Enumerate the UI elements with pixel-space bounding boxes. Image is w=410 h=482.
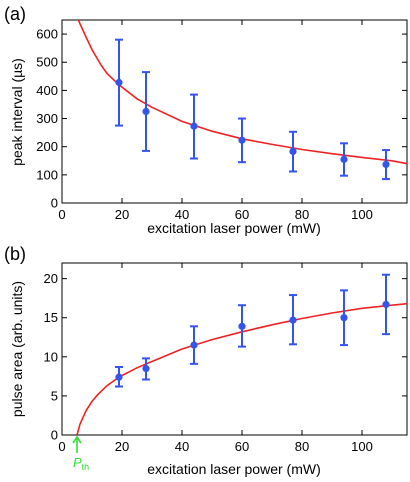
data-point	[142, 107, 150, 116]
data-point	[190, 341, 198, 349]
data-point	[142, 364, 150, 373]
x-tick-label: 80	[295, 207, 309, 222]
x-tick-label: 40	[175, 439, 189, 454]
panel-a-x-axis-title: excitation laser power (mW)	[147, 220, 321, 236]
y-tick-label: 100	[36, 167, 58, 182]
y-tick-label: 5	[51, 388, 58, 403]
panel-a-y-axis-title: peak interval (µs)	[9, 58, 25, 166]
x-tick-label: 100	[351, 439, 373, 454]
panel-b-y-axis-title: pulse area (arb. units)	[9, 281, 25, 417]
panel-a-ticks: 0 20 40 60 80 100 0 100 200 300 400 500 600	[36, 20, 407, 222]
data-point	[382, 160, 390, 169]
x-tick-label: 60	[235, 207, 249, 222]
pth-label-main: P	[73, 455, 82, 470]
x-tick-label: 40	[175, 207, 189, 222]
panel-b-ticks: 0 20 40 60 80 100 0 5 10 15 20	[44, 263, 407, 454]
panel-a-points	[115, 38, 390, 181]
fit-curve	[77, 20, 407, 165]
data-point	[115, 373, 123, 381]
x-tick-label: 20	[115, 439, 129, 454]
fit-curve	[76, 302, 407, 435]
panel-a-plot-frame	[61, 19, 408, 204]
y-tick-label: 300	[36, 111, 58, 126]
data-point	[115, 78, 123, 87]
y-tick-label: 400	[36, 83, 58, 98]
panel-b-fit	[76, 302, 407, 435]
y-tick-label: 10	[44, 349, 58, 364]
panel-a: (a) 0 20 40 60 80 100 0 100 200 300 400 500 600 exci…	[4, 4, 408, 236]
panel-b-x-axis-title: excitation laser power (mW)	[147, 461, 321, 477]
x-tick-label: 0	[58, 439, 65, 454]
data-point	[382, 300, 390, 309]
pth-arrow-head	[72, 435, 82, 444]
y-tick-label: 500	[36, 55, 58, 70]
panel-b-plot-frame	[61, 262, 408, 436]
y-tick-label: 0	[51, 428, 58, 443]
pth-label: Pth	[73, 455, 89, 472]
x-tick-label: 80	[295, 439, 309, 454]
data-point	[340, 155, 348, 163]
panel-a-label: (a)	[4, 4, 26, 24]
y-tick-label: 15	[44, 310, 58, 325]
data-point	[238, 322, 246, 330]
panel-b-points	[115, 273, 390, 388]
data-point	[238, 136, 246, 144]
y-tick-label: 0	[51, 196, 58, 211]
y-tick-label: 20	[44, 271, 58, 286]
panel-b-label: (b)	[4, 244, 26, 264]
y-tick-label: 600	[36, 27, 58, 42]
pth-annotation: Pth	[72, 435, 89, 472]
panel-b: (b) 0 20 40 60 80 100 0 5 10 15 20 excitation lase…	[4, 244, 408, 477]
x-tick-label: 20	[115, 207, 129, 222]
x-tick-label: 60	[235, 439, 249, 454]
x-tick-label: 0	[58, 207, 65, 222]
data-point	[340, 314, 348, 322]
data-point	[190, 122, 198, 130]
data-point	[289, 147, 297, 156]
data-point	[289, 316, 297, 324]
panel-a-fit	[77, 20, 407, 165]
y-tick-label: 200	[36, 139, 58, 154]
x-tick-label: 100	[351, 207, 373, 222]
pth-label-subscript: th	[82, 462, 90, 472]
